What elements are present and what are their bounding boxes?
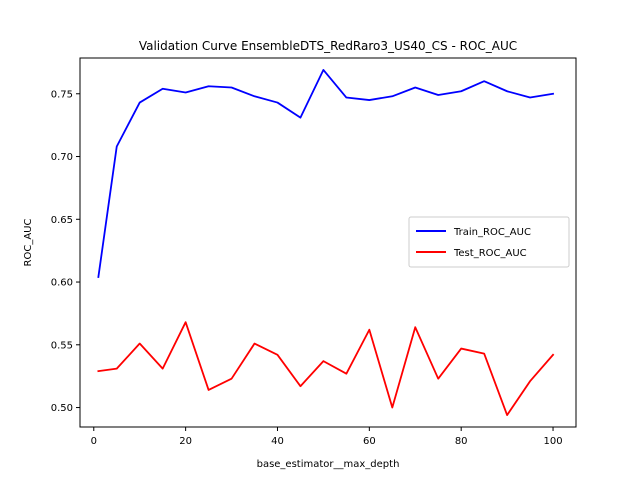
x-tick-label: 40 <box>271 436 284 447</box>
y-tick-label: 0.70 <box>51 152 73 163</box>
y-axis-ticks: 0.50 0.55 0.60 0.65 0.70 0.75 <box>51 89 80 414</box>
x-tick-label: 0 <box>91 436 97 447</box>
x-axis-ticks: 0 20 40 60 80 100 <box>91 427 563 447</box>
series-layer <box>97 69 555 416</box>
x-tick-label: 60 <box>363 436 376 447</box>
x-tick-label: 80 <box>455 436 468 447</box>
chart-title: Validation Curve EnsembleDTS_RedRaro3_US… <box>139 39 517 53</box>
x-axis-label: base_estimator__max_depth <box>257 459 400 470</box>
y-tick-label: 0.55 <box>51 340 73 351</box>
series-line-test <box>97 321 555 416</box>
legend: Train_ROC_AUC Test_ROC_AUC <box>408 216 570 268</box>
y-tick-label: 0.50 <box>51 403 73 414</box>
x-tick-label: 20 <box>179 436 192 447</box>
y-tick-label: 0.65 <box>51 215 73 226</box>
legend-box <box>408 216 570 268</box>
series-line-train <box>97 69 555 279</box>
legend-label-test: Test_ROC_AUC <box>453 248 527 259</box>
y-tick-label: 0.75 <box>51 89 73 100</box>
legend-label-train: Train_ROC_AUC <box>453 227 531 238</box>
y-tick-label: 0.60 <box>51 278 73 289</box>
plot-frame <box>79 57 577 428</box>
x-tick-label: 100 <box>543 436 562 447</box>
y-axis-label: ROC_AUC <box>23 219 34 267</box>
plot-area <box>79 57 577 428</box>
